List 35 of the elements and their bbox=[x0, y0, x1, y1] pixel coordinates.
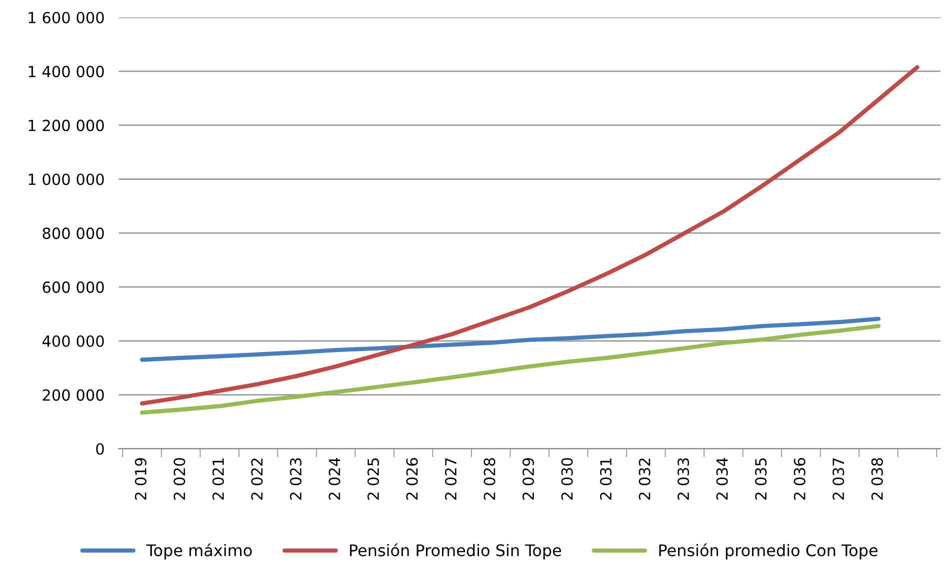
x-tick-label: 2 020 bbox=[174, 458, 186, 500]
x-tick-label: 2 030 bbox=[561, 458, 573, 500]
x-tick-label: 2 019 bbox=[134, 458, 146, 500]
x-tick-label: 2 033 bbox=[678, 458, 690, 500]
x-tick-label: 2 027 bbox=[444, 458, 457, 500]
x-tick-label: 2 038 bbox=[871, 458, 883, 500]
y-tick-label: 0 bbox=[96, 443, 104, 455]
y-tick-label: 1 600 000 bbox=[28, 12, 104, 24]
line-series bbox=[140, 324, 881, 415]
x-tick-label: 2 029 bbox=[522, 458, 534, 500]
y-tick-label: 400 000 bbox=[42, 335, 104, 347]
y-tick-label: 1 000 000 bbox=[28, 174, 104, 186]
legend-label: Tope máximo bbox=[146, 543, 252, 560]
x-tick-label: 2 024 bbox=[328, 458, 340, 500]
x-tick-label: 2 028 bbox=[484, 458, 496, 500]
x-tick-label: 2 035 bbox=[755, 458, 767, 500]
line-series bbox=[140, 65, 920, 406]
y-tick-label: 200 000 bbox=[42, 389, 104, 401]
x-tick-label: 2 025 bbox=[367, 458, 380, 500]
y-tick-label: 1 400 000 bbox=[28, 66, 104, 78]
x-tick-label: 2 032 bbox=[638, 458, 650, 500]
x-tick-label: 2 021 bbox=[212, 458, 224, 500]
line-series bbox=[140, 316, 881, 362]
x-tick-label: 2 023 bbox=[290, 458, 302, 500]
x-tick-label: 2 031 bbox=[600, 458, 612, 500]
x-tick-label: 2 022 bbox=[251, 458, 263, 500]
legend-label: Pensión promedio Con Tope bbox=[659, 543, 878, 560]
x-tick-label: 2 037 bbox=[832, 458, 844, 500]
legend-label: Pensión Promedio Sin Tope bbox=[350, 543, 562, 560]
x-tick-label: 2 026 bbox=[406, 458, 418, 500]
x-tick-label: 2 034 bbox=[716, 458, 728, 500]
y-tick-label: 1 200 000 bbox=[28, 120, 104, 132]
y-tick-label: 600 000 bbox=[42, 281, 104, 293]
x-tick-label: 2 036 bbox=[794, 458, 806, 500]
y-tick-label: 800 000 bbox=[42, 228, 104, 240]
